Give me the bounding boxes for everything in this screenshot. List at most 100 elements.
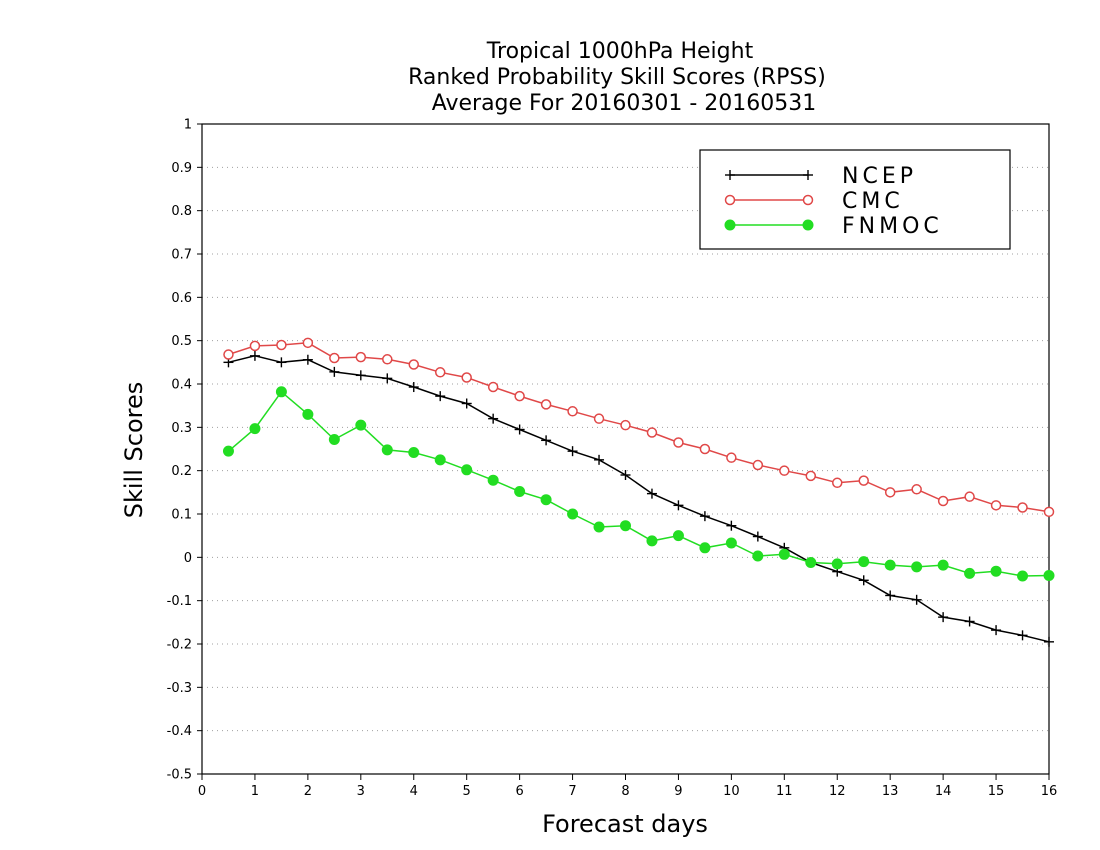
data-point-ncep: [938, 612, 949, 623]
x-tick-label: 8: [621, 784, 629, 799]
data-point-ncep: [249, 350, 260, 361]
x-tick-label: 12: [829, 784, 846, 799]
y-tick-label: -0.4: [167, 724, 192, 739]
data-point-fnmoc: [593, 521, 605, 533]
data-point-ncep: [726, 520, 737, 531]
x-tick-label: 14: [935, 784, 952, 799]
title-line-1: Tropical 1000hPa Height: [486, 39, 754, 64]
data-point-fnmoc: [514, 485, 526, 497]
y-tick-label: 0.9: [171, 161, 192, 176]
data-point-ncep: [488, 413, 499, 424]
data-point-ncep: [964, 616, 975, 627]
legend-marker: [802, 219, 814, 231]
x-tick-label: 11: [776, 784, 793, 799]
data-point-ncep: [1017, 630, 1028, 641]
data-point-ncep: [514, 424, 525, 435]
y-tick-label: 0.7: [171, 248, 192, 263]
x-tick-label: 0: [198, 784, 206, 799]
y-tick-label: 0.1: [171, 508, 192, 523]
data-point-cmc: [355, 351, 367, 363]
data-point-cmc: [329, 352, 340, 364]
data-point-fnmoc: [725, 537, 737, 549]
data-point-cmc: [937, 495, 949, 507]
data-point-cmc: [752, 459, 764, 471]
data-point-fnmoc: [487, 474, 499, 486]
data-point-cmc: [805, 470, 817, 482]
series-line-ncep: [228, 355, 1050, 643]
series-cmc: [223, 337, 1055, 518]
data-point-fnmoc: [302, 408, 314, 420]
y-tick-label: -0.5: [167, 768, 192, 783]
data-point-ncep: [620, 470, 631, 480]
axis-ticks: -0.5 -0.4 -0.3 -0.2 -0.1 0 0.1 0.2 0.3 0.4 0.5 0.6 0…: [167, 118, 1058, 800]
data-point-cmc: [514, 390, 525, 402]
data-point-fnmoc: [1043, 570, 1055, 582]
data-point-ncep: [594, 454, 605, 465]
data-point-ncep: [673, 500, 684, 511]
y-tick-label: -0.3: [167, 681, 192, 696]
legend-label-fnmoc: FNMOC: [842, 214, 943, 239]
data-point-ncep: [382, 373, 393, 384]
data-point-ncep: [1044, 636, 1054, 647]
y-axis-title: Skill Scores: [120, 382, 148, 519]
legend-label-ncep: NCEP: [842, 164, 917, 189]
x-tick-label: 15: [988, 784, 1005, 799]
data-point-cmc: [990, 500, 1002, 511]
data-point-fnmoc: [620, 520, 631, 532]
x-tick-label: 13: [882, 784, 899, 799]
y-tick-label: 0.8: [171, 204, 192, 219]
data-point-ncep: [646, 488, 657, 499]
data-point-fnmoc: [646, 535, 658, 547]
data-point-ncep: [885, 590, 896, 601]
data-point-cmc: [567, 406, 578, 417]
series-fnmoc: [222, 386, 1055, 582]
title-line-3: Average For 20160301 - 20160531: [432, 91, 817, 116]
data-point-fnmoc: [434, 454, 446, 466]
y-tick-label: 0.5: [171, 334, 192, 349]
legend-entry-fnmoc: FNMOC: [724, 214, 943, 239]
x-tick-label: 1: [251, 784, 259, 799]
data-point-ncep: [567, 446, 578, 457]
data-point-cmc: [699, 443, 711, 455]
data-point-ncep: [408, 382, 419, 393]
legend-entry-cmc: CMC: [724, 189, 900, 214]
data-point-cmc: [223, 349, 234, 360]
x-tick-label: 2: [304, 784, 312, 799]
data-point-cmc: [1043, 506, 1055, 518]
data-point-fnmoc: [884, 559, 896, 571]
data-point-cmc: [461, 372, 472, 383]
data-point-fnmoc: [937, 559, 949, 571]
data-point-ncep: [329, 366, 340, 377]
data-point-cmc: [1017, 502, 1028, 513]
data-point-ncep: [858, 575, 869, 586]
data-point-ncep: [541, 435, 552, 446]
data-point-cmc: [620, 419, 631, 431]
y-tick-label: 0: [184, 551, 192, 566]
x-tick-label: 6: [515, 784, 523, 799]
data-point-ncep: [276, 357, 287, 368]
data-point-fnmoc: [328, 433, 340, 445]
data-point-fnmoc: [408, 446, 420, 458]
data-point-fnmoc: [672, 530, 684, 542]
data-point-fnmoc: [911, 561, 923, 573]
data-point-cmc: [964, 491, 975, 502]
x-tick-label: 16: [1041, 784, 1058, 799]
data-point-cmc: [302, 337, 314, 349]
data-point-fnmoc: [567, 508, 579, 520]
data-point-fnmoc: [805, 557, 817, 569]
data-point-ncep: [461, 398, 472, 409]
x-tick-label: 9: [674, 784, 682, 799]
data-point-fnmoc: [778, 548, 790, 560]
data-point-fnmoc: [461, 464, 473, 476]
data-point-fnmoc: [964, 567, 976, 579]
data-point-cmc: [408, 359, 419, 370]
data-point-cmc: [726, 452, 737, 463]
x-tick-label: 4: [410, 784, 418, 799]
legend-marker: [802, 194, 814, 206]
data-point-fnmoc: [249, 423, 261, 435]
legend-marker: [803, 170, 813, 180]
data-series: [222, 337, 1055, 647]
data-point-cmc: [911, 484, 922, 495]
data-point-ncep: [752, 531, 763, 542]
